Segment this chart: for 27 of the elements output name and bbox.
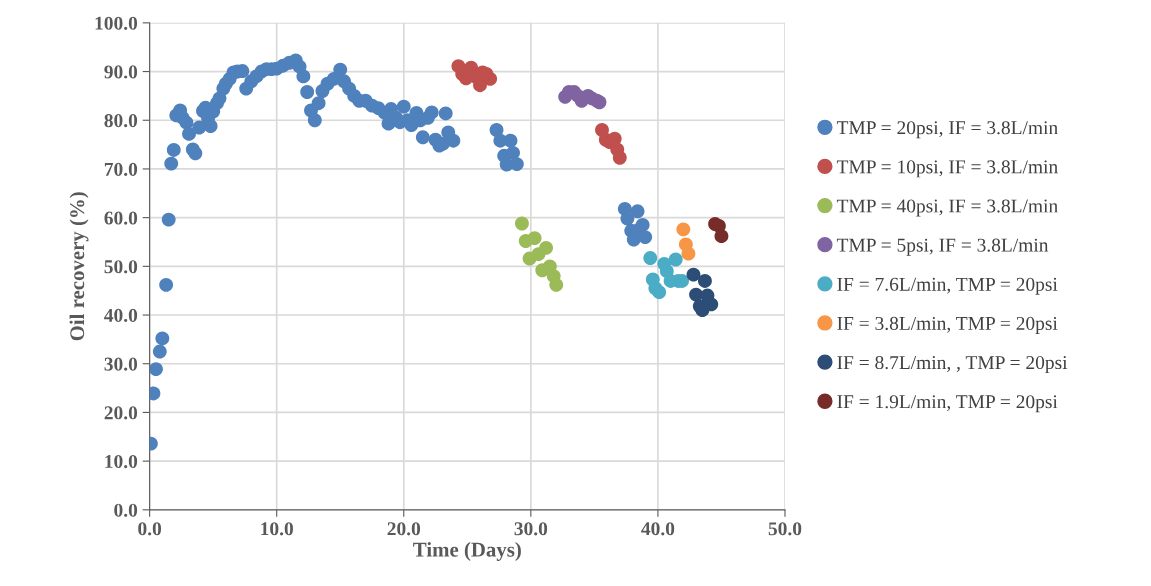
y-tick-label: 70.0	[104, 162, 138, 176]
legend-label: IF = 3.8L/min, TMP = 20psi	[837, 316, 1058, 334]
y-tick-label: 100.0	[95, 16, 138, 30]
x-tick-label: 0.0	[138, 522, 162, 536]
legend-label: TMP = 20psi, IF = 3.8L/min	[836, 121, 1058, 139]
legend-label: IF = 1.9L/min, TMP = 20psi	[837, 395, 1058, 413]
x-axis-title: Time (Days)	[413, 542, 521, 561]
y-tick-label: 40.0	[104, 308, 138, 323]
x-tick-label: 20.0	[387, 522, 421, 536]
y-tick-label: 0.0	[114, 503, 138, 517]
legend-label: IF = 8.7L/min, , TMP = 20psi	[837, 355, 1068, 374]
y-tick-label: 50.0	[104, 260, 138, 274]
x-tick-label: 40.0	[641, 522, 675, 536]
legend-label: TMP = 40psi, IF = 3.8L/min	[836, 199, 1058, 217]
y-tick-label: 20.0	[104, 406, 138, 420]
x-tick-label: 30.0	[514, 522, 548, 536]
legend-label: IF = 7.6L/min, TMP = 20psi	[837, 277, 1058, 295]
y-axis-title: Oil recovery (%)	[69, 192, 89, 341]
x-tick-label: 10.0	[261, 522, 293, 536]
legend-label: TMP = 10psi, IF = 3.8L/min	[836, 160, 1058, 178]
y-tick-label: 80.0	[104, 114, 138, 128]
legend-label: TMP = 5psi, IF = 3.8L/min	[836, 238, 1049, 256]
x-tick-label: 50.0	[768, 522, 802, 536]
y-tick-label: 30.0	[104, 357, 138, 371]
y-tick-label: 60.0	[104, 211, 138, 225]
y-tick-label: 90.0	[104, 65, 138, 79]
y-tick-label: 10.0	[105, 454, 138, 469]
